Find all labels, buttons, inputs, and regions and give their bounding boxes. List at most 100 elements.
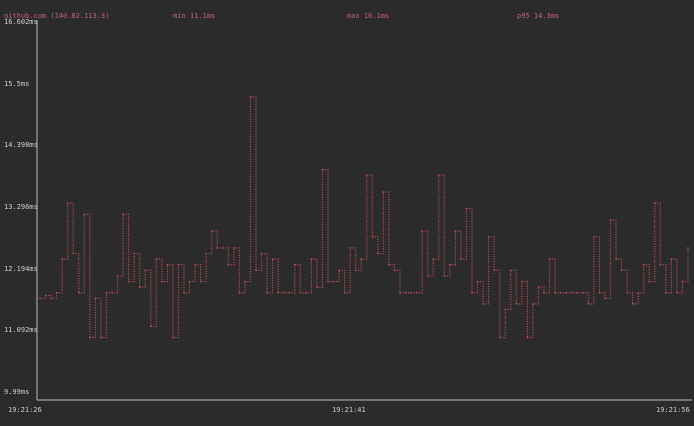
series-segment xyxy=(150,259,157,327)
series-segment xyxy=(73,252,80,293)
series-segment xyxy=(521,280,528,338)
series-segment xyxy=(604,219,612,299)
series-segment xyxy=(139,270,146,288)
series-segment xyxy=(527,303,534,339)
series-segment xyxy=(394,269,401,293)
series-segment xyxy=(289,264,296,294)
series-segment xyxy=(649,203,656,283)
series-segment xyxy=(472,281,479,294)
series-segment xyxy=(510,269,517,304)
series-segment xyxy=(123,213,130,282)
y-tick-label: 16.602ms xyxy=(4,18,38,26)
x-tick-label: 19:21:26 xyxy=(8,406,42,414)
y-tick-label: 12.194ms xyxy=(4,264,38,273)
series-segment xyxy=(128,253,135,283)
series-segment xyxy=(516,281,523,305)
series-segment xyxy=(361,175,368,260)
series-segment xyxy=(339,269,346,293)
y-tick-label: 15.5ms xyxy=(4,79,30,88)
series-segment xyxy=(256,253,263,271)
series-segment xyxy=(45,294,52,299)
series-segment xyxy=(676,281,684,294)
series-segment xyxy=(444,264,451,277)
series-segment xyxy=(632,292,639,305)
series-segment xyxy=(671,258,678,293)
series-segment xyxy=(388,264,396,271)
series-segment xyxy=(505,270,512,311)
series-segment xyxy=(455,230,462,260)
y-tick-label: 11.092ms xyxy=(4,326,38,335)
p95-stat: p95 14.3ms xyxy=(517,12,560,20)
series-segment xyxy=(449,231,456,266)
series-segment xyxy=(599,292,606,299)
series-segment xyxy=(665,259,672,294)
series-segment xyxy=(172,264,180,339)
series-segment xyxy=(78,214,85,294)
series-segment xyxy=(178,264,185,293)
series-segment xyxy=(89,298,96,339)
series-segment xyxy=(322,169,329,282)
series-segment xyxy=(316,169,324,288)
series-segment xyxy=(621,269,628,293)
series-segment xyxy=(538,286,545,293)
series-segment xyxy=(416,231,423,294)
series-segment xyxy=(350,247,357,271)
series-segment xyxy=(305,259,312,294)
series-segment xyxy=(84,213,91,338)
x-tick-label: 19:21:56 xyxy=(656,406,690,414)
series-segment xyxy=(167,264,174,338)
series-segment xyxy=(377,191,384,255)
series-segment xyxy=(355,259,362,271)
y-tick-label: 9.99ms xyxy=(4,388,30,396)
series-segment xyxy=(643,264,650,282)
series-segment xyxy=(100,292,108,339)
series-segment xyxy=(244,96,252,283)
series-segment xyxy=(638,264,645,294)
series-segment xyxy=(438,174,445,276)
series-segment xyxy=(499,309,506,339)
series-segment xyxy=(494,269,501,338)
series-segment xyxy=(627,292,634,304)
series-segment xyxy=(200,253,207,283)
series-segment xyxy=(156,258,163,282)
series-segment xyxy=(195,264,202,282)
series-segment xyxy=(40,295,47,299)
series-segment xyxy=(117,214,124,277)
series-segment xyxy=(233,247,240,293)
series-segment xyxy=(588,236,595,305)
series-segment xyxy=(483,236,490,305)
series-segment xyxy=(239,281,246,294)
series-segment xyxy=(610,219,617,260)
series-segment xyxy=(477,280,484,304)
series-segment xyxy=(366,174,373,237)
series-segment xyxy=(372,236,379,254)
series-segment xyxy=(682,247,689,283)
series-segment xyxy=(250,96,257,271)
data-point xyxy=(687,247,689,249)
series-segment xyxy=(145,269,152,327)
series-segment xyxy=(333,270,340,283)
series-segment xyxy=(582,292,589,304)
series-segment xyxy=(383,191,390,265)
series-segment xyxy=(272,258,279,293)
series-segment xyxy=(62,203,69,260)
series-segment xyxy=(344,247,351,294)
series-segment xyxy=(222,247,229,265)
series-segment xyxy=(532,287,540,305)
series-segment xyxy=(549,258,556,293)
series-segment xyxy=(261,252,268,293)
series-segment xyxy=(67,202,74,254)
series-segment xyxy=(189,264,196,283)
series-segment xyxy=(427,259,434,277)
series-segment xyxy=(95,297,102,338)
series-segment xyxy=(51,292,58,299)
y-tick-label: 13.296ms xyxy=(4,203,38,211)
series-segment xyxy=(161,264,168,283)
series-segment xyxy=(211,230,218,248)
series-segment xyxy=(267,259,274,294)
series-segment xyxy=(593,236,600,293)
min-stat: min 11.1ms xyxy=(173,12,216,20)
series-segment xyxy=(660,264,667,293)
series-segment xyxy=(184,281,191,294)
